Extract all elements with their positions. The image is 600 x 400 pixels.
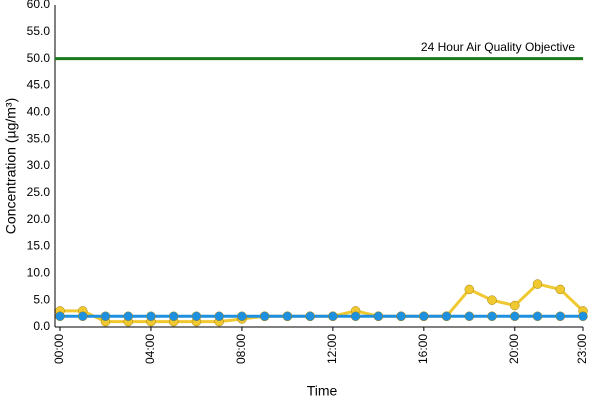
x-tick-label: 23:00: [575, 334, 589, 364]
point: [373, 311, 384, 322]
point: [487, 311, 497, 322]
y-tick-label: 35.0: [27, 131, 51, 145]
x-tick-label: 00:00: [52, 334, 66, 364]
x-tick-label: 08:00: [234, 334, 248, 364]
y-tick-label: 25.0: [27, 185, 51, 199]
y-tick-label: 15.0: [27, 239, 51, 253]
point: [555, 311, 566, 322]
objective-label: 24 Hour Air Quality Objective: [421, 40, 575, 54]
point: [555, 284, 566, 295]
y-tick-label: 5.0: [33, 292, 50, 306]
y-tick-label: 60.0: [27, 0, 51, 11]
y-tick-label: 20.0: [27, 212, 51, 226]
point: [77, 311, 88, 322]
y-tick-label: 50.0: [27, 51, 51, 65]
point: [487, 295, 497, 305]
point: [464, 311, 475, 322]
point: [123, 311, 133, 322]
point: [146, 311, 156, 322]
point: [350, 311, 361, 322]
point: [441, 311, 452, 322]
y-axis-title: Concentration (µg/m³): [3, 98, 19, 234]
point: [532, 279, 543, 289]
x-tick-label: 16:00: [416, 334, 430, 364]
point: [396, 311, 406, 322]
point: [578, 311, 588, 322]
y-tick-label: 10.0: [27, 266, 51, 280]
point: [168, 311, 179, 322]
point: [55, 311, 65, 322]
point: [510, 300, 520, 311]
point: [282, 311, 293, 322]
x-tick-label: 12:00: [325, 334, 339, 364]
x-tick-label: 20:00: [507, 334, 521, 364]
point: [328, 311, 338, 322]
y-tick-label: 40.0: [27, 105, 51, 119]
point: [191, 311, 202, 322]
y-tick-label: 55.0: [27, 24, 51, 38]
point: [259, 311, 270, 322]
point: [510, 311, 520, 322]
point: [214, 311, 224, 322]
y-tick-label: 0.0: [33, 319, 50, 333]
point: [419, 311, 429, 322]
y-tick-label: 30.0: [27, 158, 51, 172]
point: [305, 311, 315, 322]
point: [532, 311, 543, 322]
point: [464, 284, 475, 295]
point: [100, 311, 111, 322]
x-axis-title: Time: [307, 383, 338, 399]
y-tick-label: 45.0: [27, 78, 51, 92]
x-tick-label: 04:00: [143, 334, 157, 364]
point: [237, 311, 247, 322]
